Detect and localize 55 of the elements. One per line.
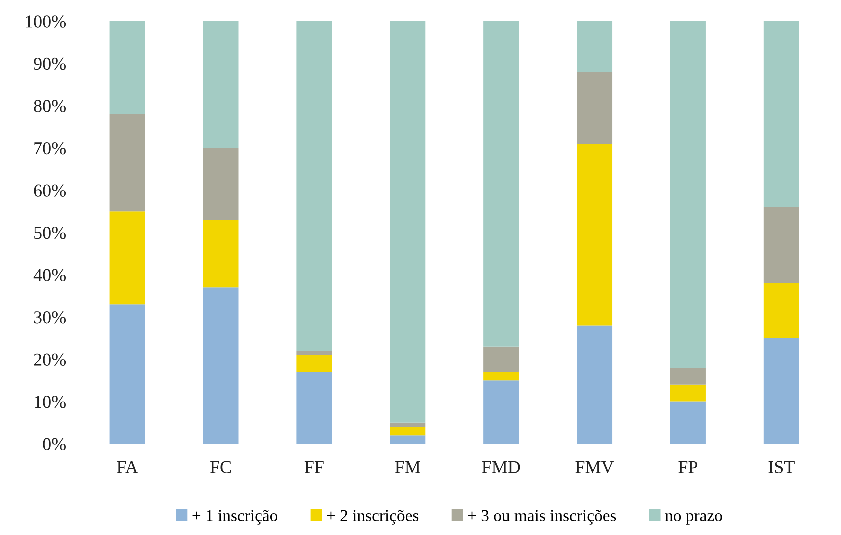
legend-label: + 3 ou mais inscrições: [468, 510, 616, 525]
bar: [484, 21, 520, 347]
bar: [296, 351, 332, 356]
bar: [390, 427, 426, 436]
bar: [390, 436, 426, 444]
bar: [110, 21, 146, 114]
x-tick-label: FMD: [482, 461, 520, 474]
bar: [203, 220, 239, 288]
bar: [670, 402, 706, 444]
legend-label: no prazo: [665, 513, 722, 525]
bar: [484, 346, 520, 372]
bar: [110, 304, 146, 444]
y-tick-label: 40%: [34, 269, 66, 282]
bar: [670, 384, 706, 402]
bar: [670, 368, 706, 385]
y-tick-label: 10%: [35, 396, 66, 408]
bar: [764, 338, 800, 444]
bar: [577, 21, 613, 72]
legend-label: + 1 inscrição: [192, 510, 278, 525]
bar: [110, 114, 146, 212]
y-tick-label: 30%: [34, 312, 66, 324]
bar: [296, 355, 332, 372]
bar: [296, 372, 332, 444]
bar: [484, 372, 520, 381]
x-tick-label: IST: [768, 461, 795, 474]
y-tick-label: 50%: [34, 226, 66, 240]
bar: [203, 288, 239, 444]
x-tick-label: FP: [678, 461, 698, 474]
bar: [670, 21, 706, 368]
bar: [110, 212, 146, 305]
bar: [764, 207, 800, 284]
bar: [577, 326, 613, 444]
y-tick-label: 80%: [34, 100, 66, 112]
bar: [484, 380, 520, 444]
bar: [203, 148, 239, 220]
y-tick-label: 60%: [34, 184, 66, 197]
y-tick-label: 70%: [34, 142, 66, 155]
bar: [390, 21, 426, 423]
y-tick-label: 100%: [26, 16, 66, 28]
y-tick-label: 0%: [43, 438, 66, 451]
bar: [390, 422, 426, 428]
y-tick-label: 20%: [34, 354, 66, 366]
bar: [203, 21, 239, 148]
x-tick-label: FC: [210, 461, 232, 474]
x-tick-label: FA: [117, 461, 138, 474]
x-tick-label: FMV: [576, 461, 614, 474]
y-tick-label: 90%: [34, 58, 66, 70]
bar: [764, 283, 800, 338]
legend-label: + 2 inscrições: [327, 510, 419, 525]
bar: [577, 144, 613, 326]
bar: [296, 21, 332, 352]
bar: [764, 21, 800, 208]
bar: [577, 72, 613, 144]
x-tick-label: FF: [304, 461, 324, 474]
x-tick-label: FM: [395, 461, 420, 474]
